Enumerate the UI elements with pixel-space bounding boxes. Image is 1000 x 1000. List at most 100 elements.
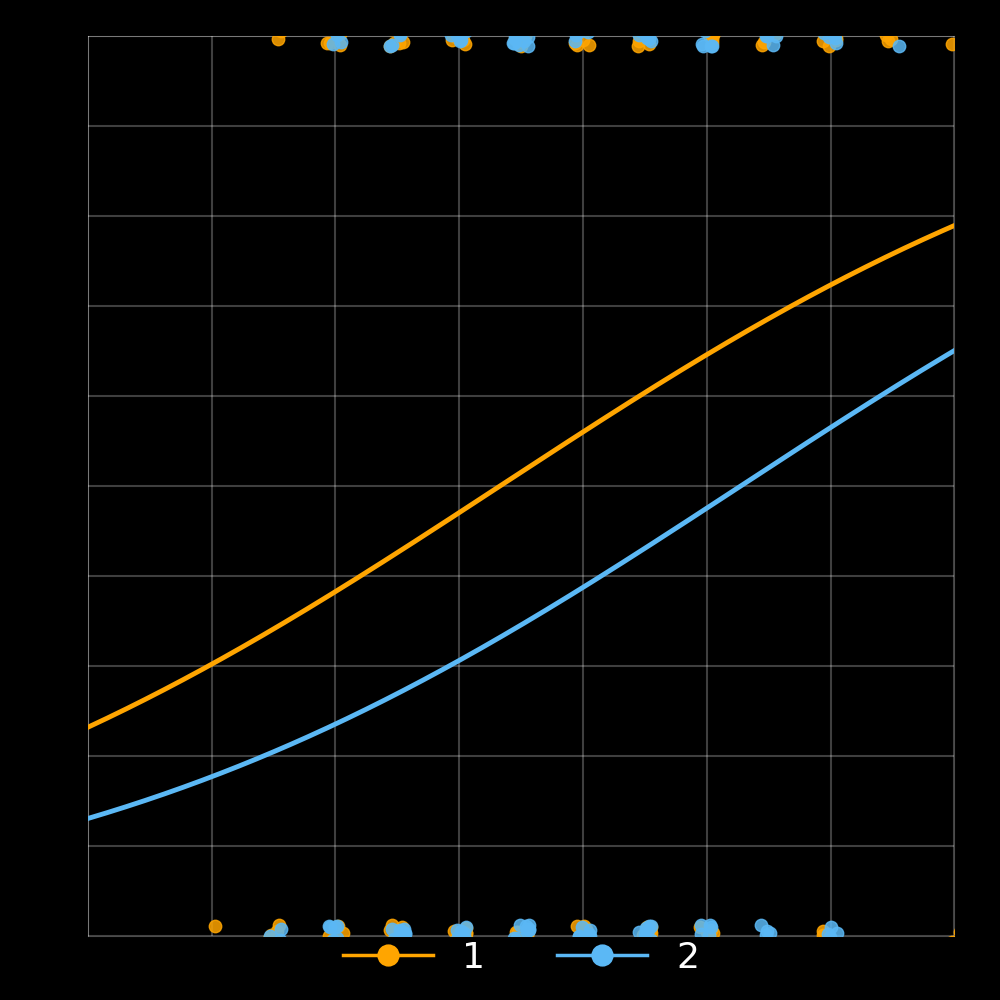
Point xyxy=(761,18,777,34)
Point xyxy=(511,937,527,953)
Point xyxy=(821,38,837,54)
Point xyxy=(512,26,528,42)
Point xyxy=(330,918,346,934)
Point xyxy=(697,23,713,39)
Point xyxy=(335,925,351,941)
Point xyxy=(449,27,465,43)
Point xyxy=(450,929,466,945)
Point xyxy=(643,919,659,935)
Point xyxy=(507,30,523,46)
Point xyxy=(576,930,592,946)
Point xyxy=(328,933,344,949)
Point xyxy=(640,919,656,935)
Point xyxy=(691,938,707,954)
Point xyxy=(325,932,341,948)
Point xyxy=(453,923,469,939)
Point xyxy=(392,27,408,43)
Point xyxy=(823,21,839,37)
Point xyxy=(453,32,469,48)
Point xyxy=(575,32,591,48)
Point xyxy=(457,931,473,947)
Point xyxy=(762,925,778,941)
Point xyxy=(694,18,710,34)
Point xyxy=(567,18,583,34)
Point xyxy=(453,25,469,41)
Point xyxy=(642,22,658,38)
Point xyxy=(452,18,468,34)
Point xyxy=(754,37,770,53)
Point xyxy=(324,938,340,954)
Point xyxy=(567,35,583,51)
Point xyxy=(450,931,466,947)
Point xyxy=(458,919,474,935)
Point xyxy=(753,917,769,933)
Point xyxy=(448,29,464,45)
Point xyxy=(387,18,403,34)
Point xyxy=(630,38,646,54)
Point xyxy=(397,925,413,941)
Point xyxy=(332,26,348,42)
Point xyxy=(703,922,719,938)
Point xyxy=(640,922,656,938)
Point xyxy=(382,922,398,938)
Point xyxy=(322,919,338,935)
Point xyxy=(513,937,529,953)
Point xyxy=(449,922,465,938)
Point xyxy=(457,36,473,52)
Point xyxy=(691,937,707,953)
Point xyxy=(520,29,536,45)
Point xyxy=(642,919,658,935)
Point xyxy=(702,917,718,933)
Point xyxy=(519,921,535,937)
Point xyxy=(273,23,289,39)
Point xyxy=(391,932,407,948)
Point xyxy=(324,932,340,948)
Point xyxy=(572,21,588,37)
Point xyxy=(319,35,335,51)
Point xyxy=(389,933,405,949)
Point xyxy=(390,935,406,951)
Point xyxy=(452,33,468,49)
Point xyxy=(331,20,347,36)
Point xyxy=(575,919,591,935)
Point xyxy=(815,33,831,49)
Point xyxy=(574,919,590,935)
Point xyxy=(521,934,537,950)
Point xyxy=(386,931,402,947)
Point xyxy=(333,34,349,50)
Point xyxy=(701,27,717,43)
Point xyxy=(508,924,524,940)
Point xyxy=(395,34,411,50)
Point xyxy=(519,927,535,943)
Point xyxy=(581,933,597,949)
Point xyxy=(331,26,347,42)
Point xyxy=(697,935,713,951)
Point xyxy=(705,27,721,43)
Point xyxy=(512,917,528,933)
Point xyxy=(699,924,715,940)
Point xyxy=(635,927,651,943)
Point xyxy=(569,37,585,53)
Point xyxy=(639,919,655,935)
Point xyxy=(458,925,474,941)
Legend: 1, 2: 1, 2 xyxy=(328,927,714,990)
Point xyxy=(759,923,775,939)
Point xyxy=(633,19,649,35)
Point xyxy=(391,35,407,51)
Point xyxy=(396,937,412,953)
Point xyxy=(944,934,960,950)
Point xyxy=(827,30,843,46)
Point xyxy=(891,38,907,54)
Point xyxy=(519,923,535,939)
Point xyxy=(631,33,647,49)
Point xyxy=(582,928,598,944)
Point xyxy=(327,936,343,952)
Point xyxy=(516,33,532,49)
Point xyxy=(642,936,658,952)
Point xyxy=(332,37,348,53)
Point xyxy=(816,25,832,41)
Point xyxy=(272,932,288,948)
Point xyxy=(768,28,784,44)
Point xyxy=(321,928,337,944)
Point xyxy=(510,934,526,950)
